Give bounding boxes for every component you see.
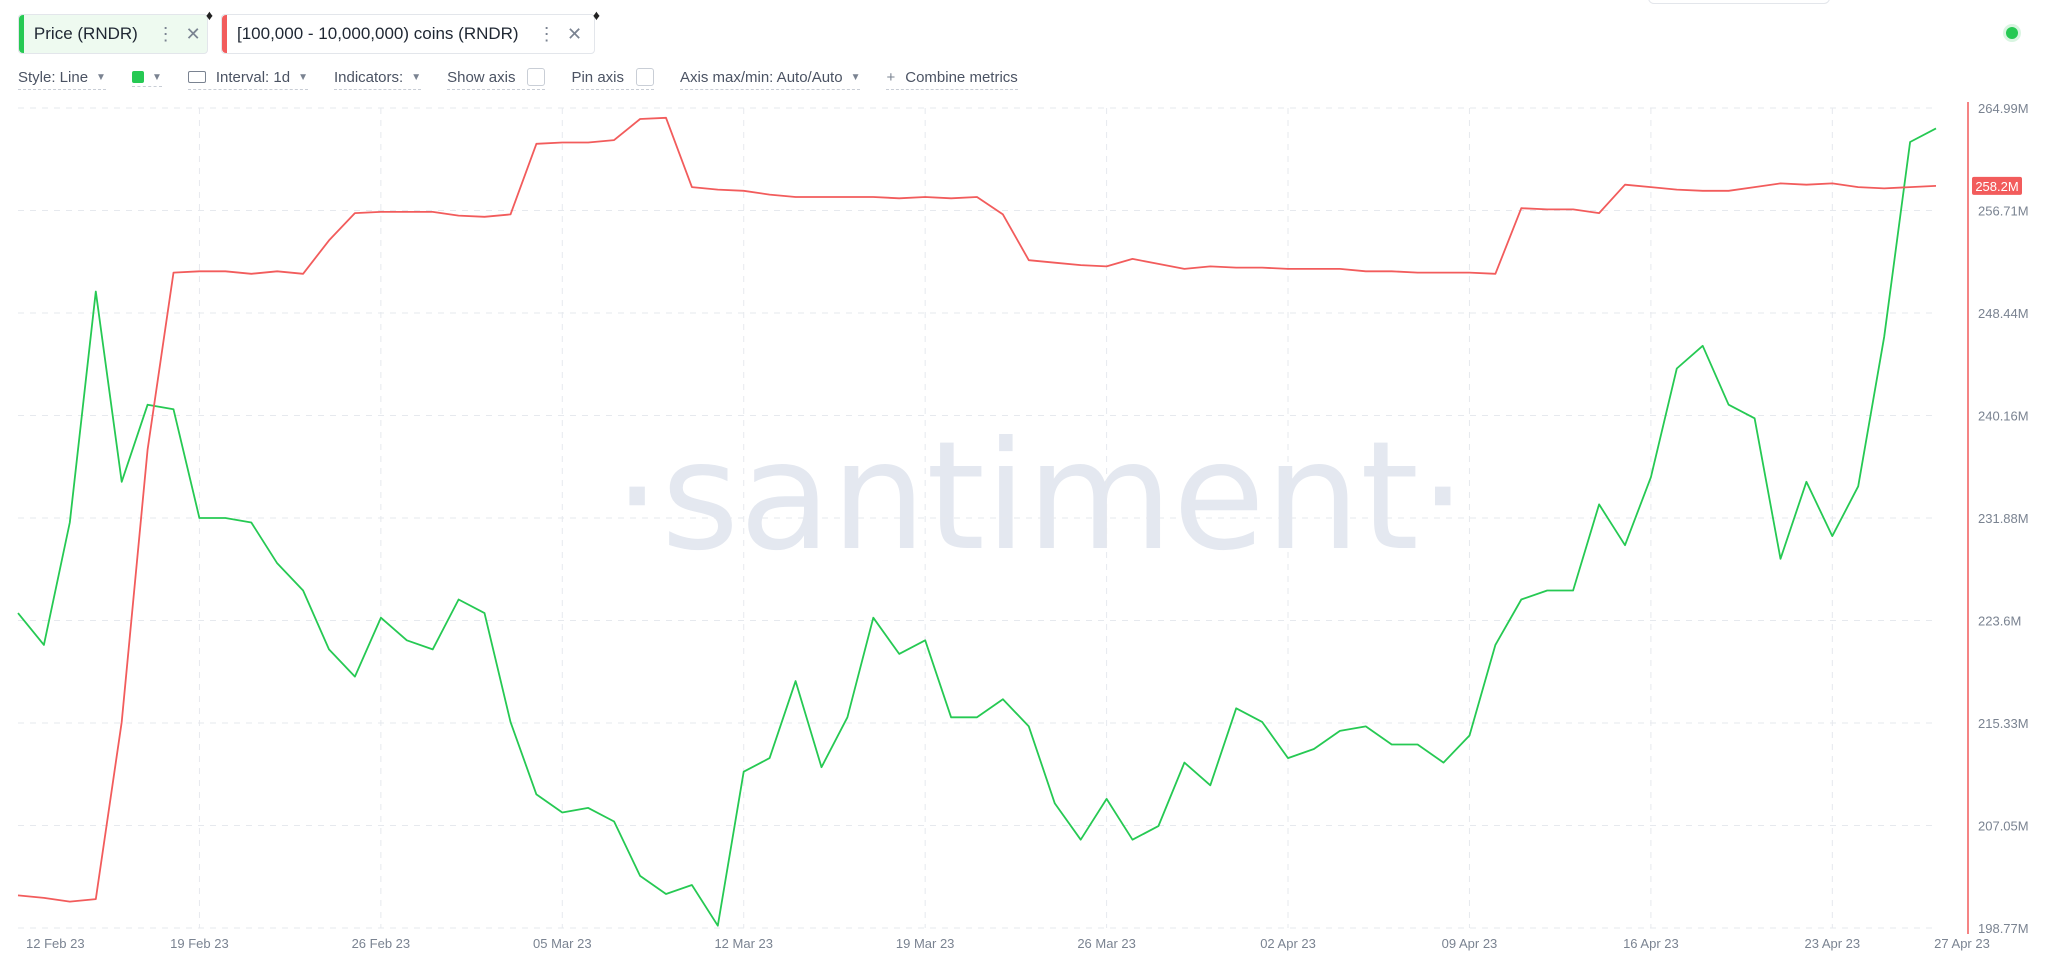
- axis-maxmin-label: Axis max/min: Auto/Auto: [680, 68, 843, 86]
- series-color-bar: [222, 15, 227, 53]
- color-swatch: [131, 71, 144, 83]
- chart-toolbar: Style: Line ▼ ▼ Interval: 1d ▼ Indicator…: [18, 68, 1044, 90]
- pin-axis-label: Pin axis: [571, 68, 624, 86]
- indicators-dropdown[interactable]: Indicators: ▼: [333, 68, 422, 90]
- show-axis-toggle[interactable]: Show axis: [447, 68, 546, 90]
- y-tick-label: 240.16M: [1978, 409, 2029, 424]
- chevron-down-icon: ▼: [298, 71, 308, 83]
- chevron-down-icon: ▼: [850, 71, 861, 83]
- chevron-down-icon: ▼: [411, 71, 422, 83]
- pin-axis-checkbox[interactable]: [636, 68, 654, 86]
- x-tick-label: 23 Apr 23: [1804, 936, 1860, 951]
- live-status-dot: [2006, 27, 2018, 39]
- x-tick-label: 16 Apr 23: [1623, 936, 1679, 951]
- more-options-icon[interactable]: ⋮: [537, 23, 556, 44]
- y-tick-label: 248.44M: [1978, 306, 2029, 321]
- more-options-icon[interactable]: ⋮: [156, 23, 175, 44]
- y-tick-label: 198.77M: [1978, 921, 2029, 936]
- x-tick-label: 27 Apr 23: [1934, 936, 1990, 951]
- y-tick-label: 223.6M: [1978, 614, 2021, 629]
- y-tick-label: 207.05M: [1978, 819, 2029, 834]
- interval-label: Interval: 1d: [215, 68, 291, 86]
- combine-metrics-button[interactable]: + Combine metrics: [886, 68, 1018, 90]
- y-tick-label: 215.33M: [1978, 716, 2029, 731]
- indicators-label: Indicators:: [333, 68, 404, 86]
- y-tick-label: 256.71M: [1978, 204, 2029, 219]
- chart-grid: [18, 107, 1936, 929]
- chevron-down-icon: ▼: [96, 71, 106, 83]
- show-axis-label: Show axis: [447, 68, 516, 86]
- x-tick-label: 12 Feb 23: [26, 936, 85, 951]
- close-icon[interactable]: ✕: [185, 23, 201, 44]
- combine-metrics-label: Combine metrics: [905, 68, 1018, 86]
- x-tick-label: 09 Apr 23: [1442, 936, 1498, 951]
- axis-maxmin-dropdown[interactable]: Axis max/min: Auto/Auto ▼: [680, 68, 861, 90]
- last-value-label: 258.2M: [1975, 179, 2018, 194]
- interval-icon: [187, 71, 206, 83]
- style-label: Style: Line: [18, 68, 89, 86]
- coins-series-line: [17, 116, 1937, 903]
- metric-tab-label: Price (RNDR): [33, 24, 138, 43]
- last-value-badge: [1972, 176, 2022, 195]
- x-tick-label: 19 Feb 23: [170, 936, 229, 951]
- x-tick-label: 02 Apr 23: [1260, 936, 1316, 951]
- plus-icon: +: [886, 68, 896, 86]
- show-axis-checkbox[interactable]: [527, 68, 546, 86]
- ethereum-icon: ♦: [205, 7, 213, 23]
- chart-series: [17, 116, 1937, 927]
- metric-tab-label: [100,000 - 10,000,000) coins (RNDR): [237, 24, 519, 43]
- series-color-bar: [19, 15, 24, 53]
- x-tick-label: 26 Mar 23: [1077, 936, 1136, 951]
- chart-axes: 264.99M 256.71M 248.44M 240.16M 231.88M 223.6…: [26, 101, 2029, 951]
- y-tick-label: 264.99M: [1978, 101, 2029, 116]
- santiment-watermark: ·santiment·: [613, 410, 1466, 584]
- interval-dropdown[interactable]: Interval: 1d ▼: [187, 68, 308, 90]
- x-tick-label: 12 Mar 23: [714, 936, 773, 951]
- y-tick-label: 231.88M: [1978, 511, 2029, 526]
- pin-axis-toggle[interactable]: Pin axis: [571, 68, 654, 90]
- chevron-down-icon: ▼: [151, 71, 162, 83]
- x-tick-label: 05 Mar 23: [533, 936, 592, 951]
- price-series-line: [17, 127, 1937, 927]
- x-tick-label: 19 Mar 23: [896, 936, 955, 951]
- close-icon[interactable]: ✕: [567, 23, 583, 44]
- metric-tab-coins[interactable]: [100,000 - 10,000,000) coins (RNDR) ⋮ ✕ …: [221, 7, 600, 54]
- style-dropdown[interactable]: Style: Line ▼: [18, 69, 106, 90]
- x-tick-label: 26 Feb 23: [352, 936, 411, 951]
- metric-tab-price[interactable]: Price (RNDR) ⋮ ✕ ♦: [18, 7, 213, 54]
- color-picker[interactable]: ▼: [131, 71, 162, 87]
- ethereum-icon: ♦: [592, 7, 600, 23]
